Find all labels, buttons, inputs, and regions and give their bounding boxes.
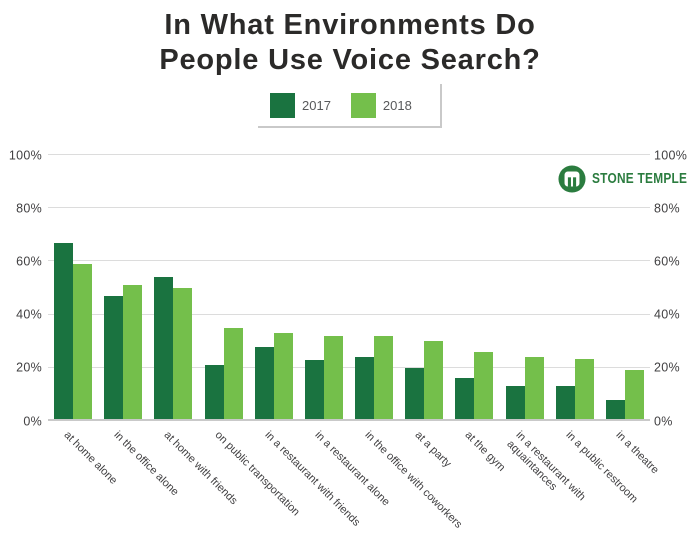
x-axis-label: in the office with coworkers	[362, 429, 465, 531]
x-axis-line	[48, 419, 650, 421]
y-axis-label-right: 20%	[654, 360, 680, 375]
legend-label-2017: 2017	[302, 97, 331, 113]
bar-2017	[505, 386, 525, 421]
bar-group	[600, 155, 650, 421]
bar-group	[48, 155, 98, 421]
stone-temple-logo: STONE TEMPLE	[558, 165, 700, 193]
bar-2017	[605, 399, 625, 421]
bar-2018	[123, 285, 143, 421]
bar-group	[148, 155, 198, 421]
bar-group	[449, 155, 499, 421]
x-axis-label: at the gym	[462, 429, 508, 474]
y-axis-label-left: 100%	[8, 147, 42, 162]
bar-group	[399, 155, 449, 421]
bar-2018	[474, 351, 494, 421]
y-axis-label-right: 0%	[654, 413, 673, 428]
bar-group	[299, 155, 349, 421]
bar-2018	[323, 335, 343, 421]
bar-group	[199, 155, 249, 421]
chart-title-line1: In What Environments Do	[164, 9, 536, 41]
bar-2017	[254, 346, 274, 421]
y-axis-label-right: 80%	[654, 200, 680, 215]
bar-2018	[73, 264, 93, 421]
gridline	[48, 366, 650, 368]
gridline	[48, 154, 650, 155]
bar-2017	[405, 367, 425, 421]
y-axis-label-left: 40%	[16, 307, 42, 322]
x-axis-label: in a theatre	[613, 429, 661, 477]
bar-2018	[524, 357, 544, 421]
y-axis-label-right: 40%	[654, 307, 680, 322]
bar-2018	[424, 341, 444, 421]
y-axis-label-left: 80%	[16, 200, 42, 215]
bar-2018	[273, 333, 293, 421]
legend-swatch-2018	[350, 92, 376, 118]
chart-title-line2: People Use Voice Search?	[159, 44, 541, 77]
legend-item-2018: 2018	[350, 92, 412, 118]
bar-2018	[624, 370, 644, 421]
bar-2017	[355, 357, 375, 421]
bar-2018	[173, 288, 193, 421]
bar-2017	[54, 242, 74, 421]
bar-2017	[555, 386, 575, 421]
x-axis-label: in a restaurant with friends	[262, 429, 362, 529]
chart-title: In What Environments Do People Use Voice…	[0, 8, 700, 79]
y-axis-label-right: 100%	[654, 147, 688, 162]
x-labels: at home alone in the office alone at home …	[0, 427, 700, 544]
bar-2017	[204, 365, 224, 421]
stone-temple-icon	[558, 165, 586, 193]
legend-swatch-2017	[270, 92, 295, 118]
y-axis-label-left: 20%	[16, 360, 42, 375]
x-axis-label: at a party	[412, 429, 454, 470]
gridline	[48, 313, 650, 315]
plot-area: 0% 0% 20% 20% 40% 40% 60% 60% 80% 80% 100% 100%	[9, 149, 687, 427]
bar-2017	[154, 277, 174, 421]
legend: 2017 2018	[258, 84, 442, 128]
bar-group	[349, 155, 399, 421]
bar-group	[500, 155, 550, 421]
bar-group	[249, 155, 299, 421]
legend-label-2018: 2018	[382, 97, 412, 113]
bar-2017	[455, 378, 475, 421]
bars-container	[48, 155, 650, 421]
y-axis-label-left: 60%	[16, 254, 42, 269]
bar-group	[550, 155, 600, 421]
bar-2017	[104, 295, 124, 421]
gridline	[48, 260, 650, 262]
bar-2018	[574, 358, 594, 421]
x-axis-label: on public transportation	[212, 429, 302, 519]
bar-2017	[304, 359, 324, 421]
bar-2018	[223, 327, 243, 421]
y-axis-label-right: 60%	[654, 254, 680, 269]
bar-group	[98, 155, 148, 421]
legend-item-2017: 2017	[270, 92, 331, 118]
bar-2018	[374, 335, 394, 421]
y-axis-label-left: 0%	[23, 413, 42, 428]
gridline	[48, 207, 650, 209]
stone-temple-logo-text: STONE TEMPLE	[592, 171, 688, 187]
